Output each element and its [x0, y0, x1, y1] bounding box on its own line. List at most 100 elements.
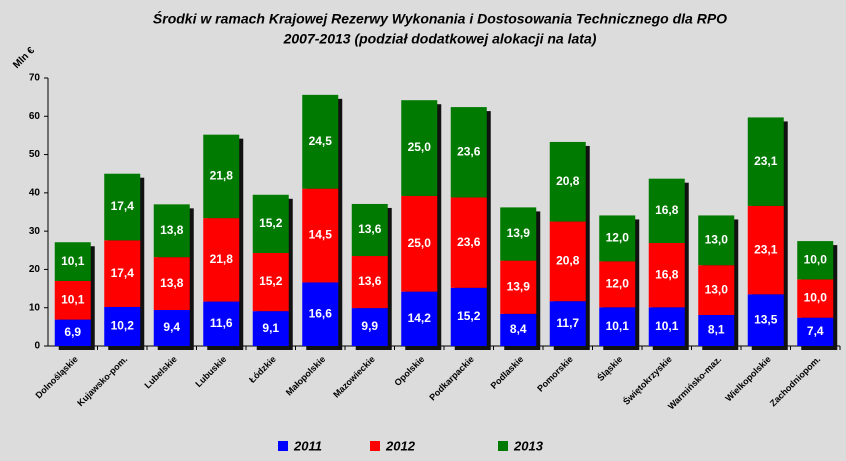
value-label: 13,5: [754, 312, 778, 326]
bar-segment: [698, 265, 735, 315]
bar-segment: [599, 215, 636, 262]
value-label: 10,2: [111, 319, 135, 333]
bar-segment: [747, 205, 784, 295]
value-label: 11,6: [210, 316, 233, 330]
value-label: 14,5: [309, 228, 333, 242]
bar-segment: [747, 294, 784, 346]
value-label: 14,2: [408, 311, 432, 325]
value-label: 10,1: [61, 254, 85, 268]
y-tick-label: 60: [29, 111, 41, 122]
value-label: 15,2: [259, 216, 283, 230]
value-label: 25,0: [408, 140, 432, 154]
value-label: 12,0: [606, 277, 630, 291]
bar-segment: [203, 218, 240, 302]
bar-segment: [698, 314, 735, 346]
bar-segment: [351, 256, 388, 309]
value-label: 6,9: [64, 325, 81, 339]
legend-swatch: [498, 441, 508, 451]
bar-segment: [599, 261, 636, 308]
legend-swatch: [278, 441, 288, 451]
bar-segment: [153, 204, 190, 258]
bar-segment: [153, 310, 190, 346]
y-tick-label: 10: [29, 302, 41, 313]
value-label: 23,6: [457, 144, 481, 158]
y-tick-label: 0: [34, 341, 40, 352]
bar-segment: [797, 317, 834, 346]
legend-label: 2012: [385, 438, 416, 453]
value-label: 25,0: [408, 236, 432, 250]
y-tick-label: 50: [29, 149, 41, 160]
value-label: 7,4: [807, 324, 824, 338]
bar-segment: [351, 308, 388, 346]
bar-segment: [302, 188, 339, 283]
bar-segment: [54, 242, 91, 281]
bar-segment: [252, 252, 289, 312]
value-label: 13,0: [705, 282, 729, 296]
bar-segment: [500, 260, 537, 314]
bar-segment: [450, 107, 487, 198]
bar-segment: [104, 240, 141, 307]
y-tick-label: 40: [29, 187, 41, 198]
y-tick-label: 20: [29, 264, 41, 275]
value-label: 16,6: [309, 306, 333, 320]
value-label: 17,4: [111, 199, 135, 213]
value-label: 20,8: [556, 254, 580, 268]
bar-segment: [252, 194, 289, 253]
value-label: 13,0: [705, 233, 729, 247]
value-label: 16,8: [655, 203, 679, 217]
value-label: 10,1: [61, 292, 85, 306]
bar-segment: [153, 257, 190, 311]
bar-segment: [54, 319, 91, 346]
bar-segment: [500, 207, 537, 261]
value-label: 10,0: [804, 252, 828, 266]
value-label: 20,8: [556, 174, 580, 188]
value-label: 13,8: [160, 223, 184, 237]
bar-segment: [104, 306, 141, 346]
value-label: 10,1: [655, 319, 679, 333]
legend-label: 2013: [513, 438, 544, 453]
bar-segment: [648, 307, 685, 346]
bar-segment: [797, 279, 834, 318]
value-label: 8,4: [510, 322, 527, 336]
value-label: 12,0: [606, 231, 630, 245]
value-label: 23,6: [457, 235, 481, 249]
value-label: 21,8: [210, 252, 234, 266]
value-label: 13,8: [160, 276, 184, 290]
value-label: 13,9: [507, 279, 531, 293]
bar-segment: [302, 94, 339, 189]
bar-segment: [450, 287, 487, 346]
value-label: 16,8: [655, 267, 679, 281]
value-label: 21,8: [210, 169, 234, 183]
bar-segment: [698, 215, 735, 266]
bar-segment: [747, 117, 784, 206]
value-label: 13,6: [358, 222, 382, 236]
bar-segment: [203, 134, 240, 219]
bar-segment: [648, 243, 685, 308]
value-label: 9,1: [262, 321, 279, 335]
y-tick-label: 30: [29, 226, 41, 237]
bar-segment: [797, 241, 834, 280]
chart-title: 2007-2013 (podział dodatkowej alokacji n…: [283, 31, 597, 47]
value-label: 23,1: [754, 242, 778, 256]
bar-segment: [252, 311, 289, 346]
bar-segment: [203, 301, 240, 346]
value-label: 23,1: [754, 154, 778, 168]
bar-segment: [648, 178, 685, 244]
bar-segment: [549, 221, 586, 302]
bar-segment: [450, 197, 487, 288]
value-label: 17,4: [111, 266, 135, 280]
bar-segment: [599, 307, 636, 346]
bar-segment: [302, 282, 339, 346]
chart-title: Środki w ramach Krajowej Rezerwy Wykonan…: [153, 10, 727, 27]
legend-label: 2011: [293, 438, 322, 453]
legend-swatch: [370, 441, 380, 451]
y-tick-label: 70: [29, 73, 41, 84]
value-label: 13,6: [358, 274, 382, 288]
value-label: 10,0: [804, 291, 828, 305]
bar-segment: [549, 301, 586, 346]
bar-segment: [401, 195, 438, 292]
bar-segment: [104, 173, 141, 241]
bar-segment: [401, 100, 438, 196]
value-label: 9,9: [361, 319, 378, 333]
